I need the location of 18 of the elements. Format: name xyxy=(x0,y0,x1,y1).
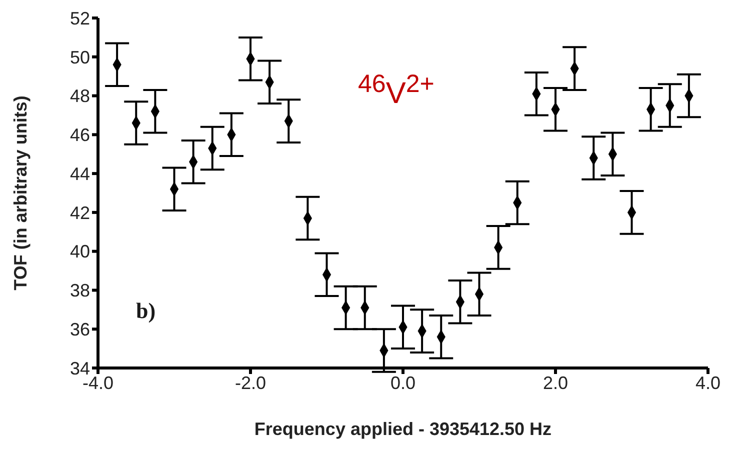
y-tick-label: 52 xyxy=(70,8,90,28)
y-tick-label: 48 xyxy=(70,86,90,106)
y-tick-label: 38 xyxy=(70,280,90,301)
y-tick-label: 34 xyxy=(70,358,90,378)
x-tick-label: 4.0 xyxy=(695,372,721,393)
annotation: $^{46}$V$^{2+}$ xyxy=(358,70,434,111)
x-tick-label: 2.0 xyxy=(542,372,568,393)
y-tick-label: 44 xyxy=(70,164,90,184)
y-tick-label: 46 xyxy=(70,125,90,146)
y-tick-label: 40 xyxy=(70,242,90,262)
x-tick-label: 0.0 xyxy=(390,372,416,393)
x-axis-title: Frequency applied - 3935412.50 Hz xyxy=(254,419,552,439)
y-axis-title: TOF (in arbitrary units) xyxy=(10,96,30,290)
y-tick-label: 42 xyxy=(70,202,90,223)
annotation: b) xyxy=(136,298,156,324)
y-tick-label: 36 xyxy=(70,320,90,340)
y-tick-label: 50 xyxy=(70,47,90,68)
x-tick-label: -2.0 xyxy=(234,372,266,393)
